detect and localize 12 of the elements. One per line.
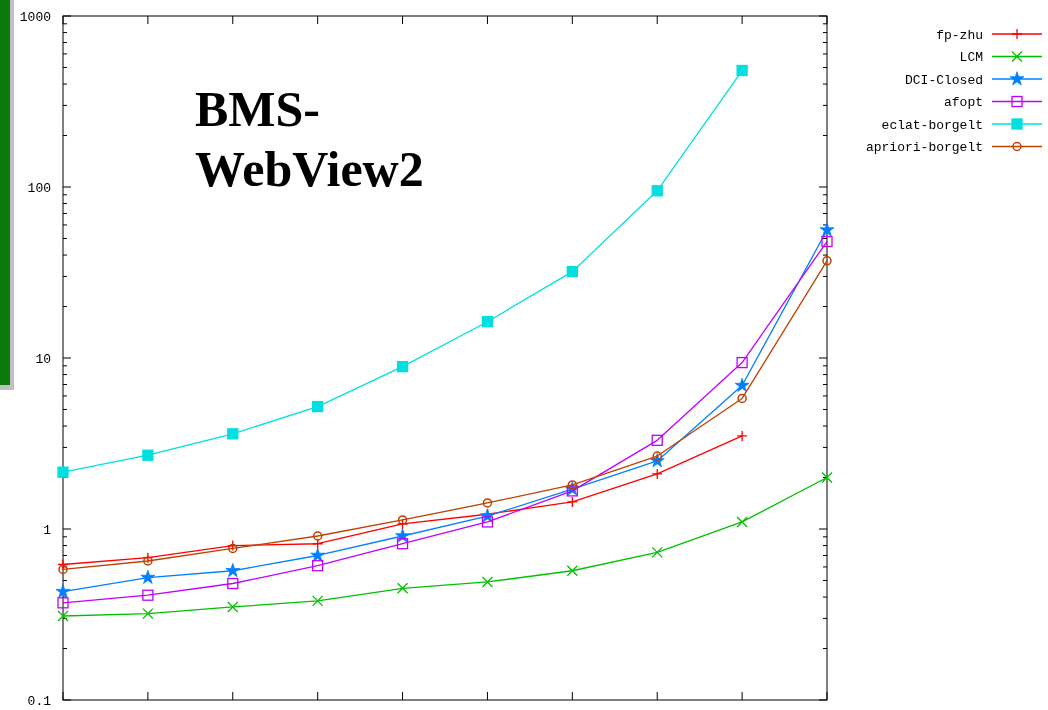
legend-label: LCM <box>959 50 983 66</box>
y-tick-label: 0.1 <box>27 693 52 709</box>
legend-label: eclat-borgelt <box>881 117 983 133</box>
legend-label: apriori-borgelt <box>865 140 983 156</box>
text: BMS- WebView2 <box>195 81 424 197</box>
legend-label: DCI-Closed <box>904 72 983 88</box>
legend-label: fp-zhu <box>936 27 983 43</box>
y-tick-label: 1000 <box>19 9 51 25</box>
y-tick-label: 10 <box>35 351 51 367</box>
y-tick-label: 100 <box>27 180 51 196</box>
y-tick-label: 1 <box>43 522 52 538</box>
legend-label: afopt <box>943 95 983 111</box>
